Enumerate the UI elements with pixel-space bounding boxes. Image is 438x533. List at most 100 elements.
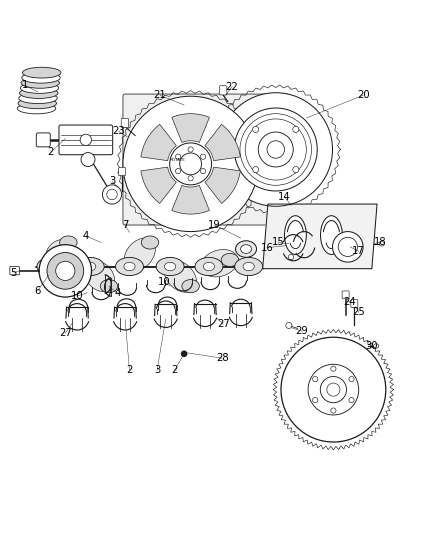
- Text: 29: 29: [296, 326, 308, 336]
- Text: 16: 16: [261, 243, 273, 253]
- Circle shape: [219, 93, 332, 206]
- Text: 23: 23: [112, 126, 125, 136]
- Polygon shape: [263, 204, 377, 269]
- Text: 27: 27: [59, 328, 72, 338]
- Ellipse shape: [203, 262, 215, 271]
- Text: 22: 22: [226, 82, 238, 92]
- Text: 6: 6: [35, 286, 41, 295]
- Circle shape: [181, 351, 187, 357]
- Circle shape: [267, 141, 285, 158]
- Ellipse shape: [20, 83, 59, 93]
- Text: 30: 30: [366, 341, 378, 351]
- Circle shape: [123, 96, 258, 231]
- Text: 5: 5: [11, 268, 17, 278]
- Ellipse shape: [141, 236, 159, 249]
- Ellipse shape: [22, 67, 61, 78]
- Ellipse shape: [85, 262, 96, 271]
- Text: 18: 18: [374, 237, 387, 247]
- Wedge shape: [141, 124, 177, 160]
- Circle shape: [188, 176, 193, 181]
- Ellipse shape: [37, 257, 65, 276]
- Circle shape: [107, 189, 117, 200]
- Circle shape: [281, 337, 386, 442]
- Circle shape: [286, 322, 292, 328]
- Text: 1: 1: [21, 80, 28, 90]
- Wedge shape: [172, 114, 209, 142]
- Ellipse shape: [100, 280, 118, 293]
- Circle shape: [201, 154, 206, 159]
- Text: 15: 15: [272, 238, 284, 247]
- Ellipse shape: [201, 249, 238, 277]
- Ellipse shape: [221, 253, 239, 266]
- Ellipse shape: [235, 257, 263, 276]
- Text: 20: 20: [357, 91, 369, 100]
- Ellipse shape: [22, 72, 60, 83]
- Ellipse shape: [182, 280, 199, 293]
- Text: 4: 4: [83, 231, 89, 241]
- Wedge shape: [205, 124, 240, 160]
- Text: 19: 19: [208, 220, 221, 230]
- Text: 21: 21: [154, 91, 166, 100]
- Circle shape: [47, 253, 84, 289]
- Circle shape: [253, 166, 259, 173]
- Circle shape: [39, 265, 50, 277]
- FancyBboxPatch shape: [59, 125, 113, 155]
- Ellipse shape: [18, 98, 57, 109]
- Ellipse shape: [46, 240, 74, 269]
- Circle shape: [188, 147, 193, 152]
- FancyBboxPatch shape: [219, 86, 227, 95]
- Text: 27: 27: [217, 319, 230, 329]
- Circle shape: [180, 153, 201, 175]
- Circle shape: [253, 126, 259, 133]
- Ellipse shape: [124, 262, 135, 271]
- Circle shape: [170, 143, 212, 185]
- FancyBboxPatch shape: [119, 167, 126, 176]
- Circle shape: [338, 237, 357, 256]
- Ellipse shape: [60, 236, 77, 249]
- FancyBboxPatch shape: [123, 94, 289, 225]
- Ellipse shape: [45, 262, 57, 271]
- FancyBboxPatch shape: [36, 133, 50, 147]
- Circle shape: [308, 364, 359, 415]
- FancyBboxPatch shape: [342, 291, 349, 299]
- Ellipse shape: [321, 216, 343, 254]
- Circle shape: [258, 132, 293, 167]
- Text: 25: 25: [352, 308, 365, 317]
- Circle shape: [201, 168, 206, 174]
- FancyBboxPatch shape: [351, 300, 358, 308]
- Circle shape: [102, 185, 122, 204]
- Text: 10: 10: [158, 277, 171, 287]
- Text: 24: 24: [344, 297, 356, 308]
- Circle shape: [332, 231, 363, 262]
- Text: 10: 10: [71, 291, 83, 301]
- Ellipse shape: [124, 238, 155, 271]
- Ellipse shape: [243, 262, 254, 271]
- Ellipse shape: [156, 257, 184, 276]
- Wedge shape: [172, 185, 209, 214]
- Circle shape: [234, 108, 317, 191]
- Ellipse shape: [285, 216, 306, 254]
- Text: 4: 4: [114, 288, 120, 298]
- Ellipse shape: [165, 262, 176, 271]
- Circle shape: [80, 134, 92, 146]
- Circle shape: [293, 126, 299, 133]
- Ellipse shape: [85, 261, 115, 292]
- Text: 14: 14: [278, 192, 291, 201]
- Text: 3: 3: [109, 176, 115, 187]
- Ellipse shape: [20, 88, 58, 99]
- Text: ROTATE: ROTATE: [170, 158, 185, 161]
- Ellipse shape: [374, 344, 379, 348]
- FancyBboxPatch shape: [121, 118, 129, 128]
- Text: 3: 3: [154, 366, 160, 375]
- Circle shape: [327, 383, 340, 396]
- Ellipse shape: [379, 241, 385, 246]
- Circle shape: [39, 245, 92, 297]
- Ellipse shape: [19, 93, 57, 103]
- Ellipse shape: [76, 257, 104, 276]
- Ellipse shape: [164, 261, 197, 292]
- Text: 7: 7: [122, 220, 128, 230]
- Circle shape: [320, 376, 346, 403]
- Ellipse shape: [240, 245, 251, 253]
- Text: 2: 2: [48, 147, 54, 157]
- Wedge shape: [141, 167, 177, 204]
